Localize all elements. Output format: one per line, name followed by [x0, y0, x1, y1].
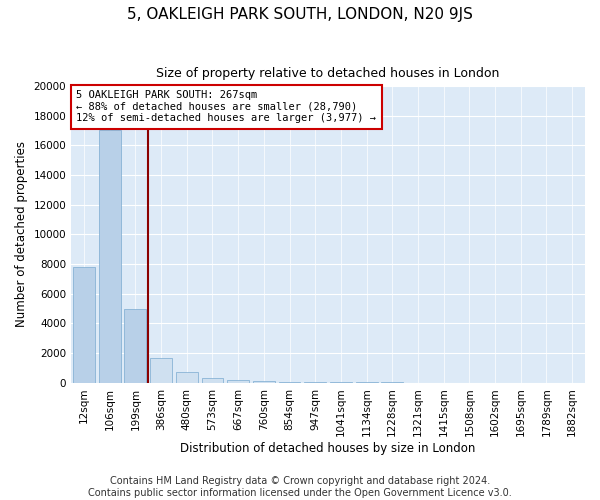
Bar — [253, 381, 275, 383]
Y-axis label: Number of detached properties: Number of detached properties — [15, 142, 28, 328]
Bar — [278, 382, 301, 383]
Bar — [124, 308, 146, 383]
Text: Contains HM Land Registry data © Crown copyright and database right 2024.
Contai: Contains HM Land Registry data © Crown c… — [88, 476, 512, 498]
Text: 5, OAKLEIGH PARK SOUTH, LONDON, N20 9JS: 5, OAKLEIGH PARK SOUTH, LONDON, N20 9JS — [127, 8, 473, 22]
Bar — [330, 382, 352, 383]
Bar — [150, 358, 172, 383]
Bar — [356, 382, 377, 383]
Bar — [227, 380, 249, 383]
Bar — [176, 372, 197, 383]
Title: Size of property relative to detached houses in London: Size of property relative to detached ho… — [157, 68, 500, 80]
Bar — [202, 378, 223, 383]
X-axis label: Distribution of detached houses by size in London: Distribution of detached houses by size … — [181, 442, 476, 455]
Bar — [304, 382, 326, 383]
Bar — [73, 267, 95, 383]
Bar — [99, 130, 121, 383]
Text: 5 OAKLEIGH PARK SOUTH: 267sqm
← 88% of detached houses are smaller (28,790)
12% : 5 OAKLEIGH PARK SOUTH: 267sqm ← 88% of d… — [76, 90, 376, 124]
